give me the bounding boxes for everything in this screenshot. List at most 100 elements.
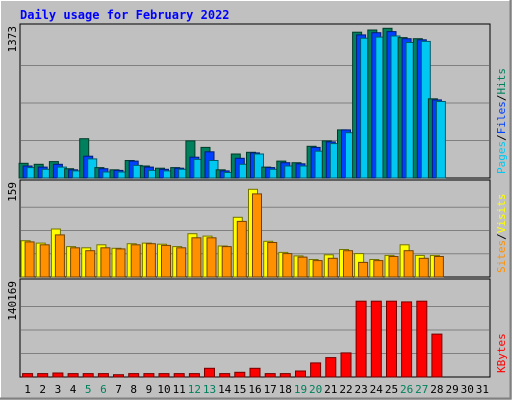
panel-visits-sites: 159 Sites/Visits [6, 179, 508, 278]
bar-kbytes-day-7 [113, 374, 124, 378]
x-tick-label-4: 4 [70, 383, 77, 396]
bar-pages-day-28 [435, 101, 446, 179]
bar-sites-day-17 [267, 242, 278, 278]
legend-entry: Visits [495, 194, 508, 234]
bar-sites-day-6 [100, 247, 111, 278]
x-tick-label-7: 7 [115, 383, 122, 396]
legend-entry: Files [495, 101, 508, 134]
legend: Sites/Visits [495, 194, 508, 274]
bar-kbytes-day-17 [264, 373, 276, 378]
bar-sites-day-28 [433, 256, 444, 278]
legend-separator: / [495, 233, 508, 240]
bar-kbytes-day-22 [340, 352, 352, 378]
x-tick-label-22: 22 [339, 383, 352, 396]
chart-panels: 1373Pages/Files/Hits159Sites/Visits14016… [6, 23, 508, 378]
legend: KBytes [495, 333, 508, 373]
x-tick-label-31: 31 [476, 383, 489, 396]
bar-sites-day-23 [358, 261, 369, 278]
x-tick-label-16: 16 [248, 383, 261, 396]
bar-kbytes-day-11 [173, 373, 185, 378]
bar-kbytes-day-4 [67, 373, 79, 378]
legend-entry: Pages [495, 141, 508, 174]
chart-title: Daily usage for February 2022 [20, 8, 230, 22]
bar-kbytes-day-14 [219, 373, 231, 378]
x-tick-label-25: 25 [385, 383, 398, 396]
legend-entry: Hits [495, 68, 508, 95]
bar-kbytes-day-12 [188, 373, 200, 378]
bar-sites-day-13 [206, 237, 217, 278]
bar-kbytes-day-15 [234, 371, 246, 378]
bar-kbytes-day-16 [249, 367, 261, 378]
y-scale-label: 159 [6, 182, 19, 202]
bar-kbytes-day-25 [386, 300, 397, 378]
bar-sites-day-2 [39, 244, 50, 278]
bar-kbytes-day-28 [431, 333, 443, 378]
x-tick-label-6: 6 [100, 383, 107, 396]
bar-sites-day-27 [418, 257, 429, 278]
x-tick-label-5: 5 [85, 383, 92, 396]
bar-kbytes-day-10 [158, 373, 170, 378]
legend-entry: Sites [495, 240, 508, 273]
y-scale-label: 140169 [6, 281, 19, 321]
x-tick-label-28: 28 [430, 383, 443, 396]
x-tick-label-27: 27 [415, 383, 428, 396]
bar-sites-day-11 [176, 247, 187, 278]
bar-pages-day-16 [254, 153, 264, 179]
x-tick-label-14: 14 [218, 383, 232, 396]
bar-kbytes-day-5 [82, 373, 94, 378]
x-tick-label-9: 9 [146, 383, 153, 396]
bar-pages-day-13 [208, 160, 219, 179]
x-tick-label-18: 18 [279, 383, 292, 396]
bar-sites-day-5 [85, 250, 96, 278]
legend-entry: KBytes [495, 333, 508, 373]
x-tick-label-20: 20 [309, 383, 322, 396]
bar-kbytes-day-20 [310, 362, 322, 378]
bar-sites-day-21 [327, 257, 338, 278]
bar-kbytes-day-27 [416, 300, 428, 378]
bar-sites-day-9 [145, 243, 156, 278]
x-tick-label-24: 24 [370, 383, 384, 396]
bar-sites-day-25 [388, 256, 399, 278]
x-tick-label-3: 3 [55, 383, 62, 396]
bar-kbytes-day-9 [143, 373, 155, 378]
bar-kbytes-day-13 [204, 367, 215, 378]
bar-sites-day-1 [24, 241, 35, 278]
bar-kbytes-day-2 [37, 373, 49, 378]
bar-sites-day-20 [312, 260, 323, 278]
bar-sites-day-18 [282, 253, 293, 278]
bar-sites-day-3 [54, 234, 65, 278]
bar-sites-day-15 [236, 220, 247, 278]
legend: Pages/Files/Hits [495, 68, 508, 174]
x-tick-label-2: 2 [39, 383, 46, 396]
bar-kbytes-day-26 [401, 301, 413, 378]
x-tick-label-17: 17 [264, 383, 277, 396]
bar-kbytes-day-19 [295, 370, 306, 378]
legend-separator: / [495, 95, 508, 102]
bar-sites-day-8 [130, 244, 141, 278]
bar-sites-day-22 [343, 250, 353, 278]
bar-kbytes-day-18 [279, 373, 291, 378]
x-tick-label-8: 8 [130, 383, 137, 396]
x-tick-label-19: 19 [294, 383, 307, 396]
x-tick-label-21: 21 [324, 383, 337, 396]
x-tick-label-11: 11 [173, 383, 186, 396]
bar-kbytes-day-23 [355, 300, 367, 378]
bar-sites-day-14 [221, 246, 232, 278]
bar-sites-day-24 [373, 260, 384, 278]
x-tick-label-23: 23 [354, 383, 367, 396]
x-axis-labels: 1 2 3 4 5 6 7 8 9 10 11 12 13 14 15 16 17 18 19 20 21 22 23 24 2… [24, 383, 489, 396]
bar-sites-day-4 [70, 247, 81, 278]
bar-kbytes-day-8 [128, 373, 140, 378]
bar-kbytes-day-1 [22, 373, 34, 378]
bar-sites-day-19 [297, 256, 308, 278]
bar-kbytes-day-21 [325, 357, 337, 378]
bar-kbytes-day-6 [97, 373, 109, 378]
x-tick-label-1: 1 [24, 383, 31, 396]
bar-sites-day-10 [161, 244, 171, 278]
y-scale-label: 1373 [6, 26, 19, 53]
x-tick-label-12: 12 [188, 383, 201, 396]
x-tick-label-13: 13 [203, 383, 216, 396]
legend-separator: / [495, 134, 508, 141]
